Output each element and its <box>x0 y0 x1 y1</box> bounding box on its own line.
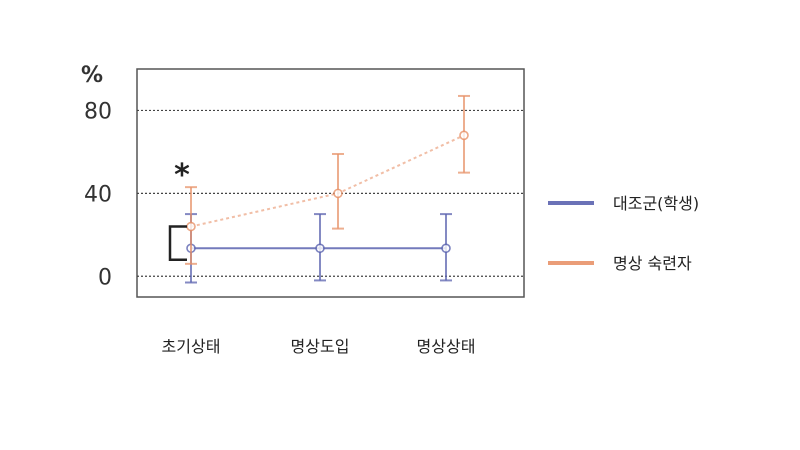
legend-label: 대조군(학생) <box>613 194 699 213</box>
x-tick-label: 명상도입 <box>291 337 350 356</box>
x-tick-labels: 초기상태 명상도입 명상상태 <box>162 337 476 356</box>
significance-asterisk: * <box>174 158 190 193</box>
data-point <box>441 243 451 254</box>
x-tick-label: 초기상태 <box>162 337 221 356</box>
series-line <box>190 134 465 228</box>
x-tick-label: 명상상태 <box>417 337 476 356</box>
grid-lines <box>137 109 524 277</box>
data-point <box>333 188 343 199</box>
y-tick-label: 0 <box>98 265 112 290</box>
y-tick-labels: 0 40 80 <box>84 99 112 290</box>
annotation-layer: * <box>168 158 190 261</box>
significance-bracket <box>168 225 187 261</box>
data-point <box>186 221 196 232</box>
y-tick-label: 80 <box>84 99 112 124</box>
legend-label: 명상 숙련자 <box>613 254 692 273</box>
data-point <box>315 243 325 254</box>
data-point <box>459 130 469 141</box>
y-tick-label: 40 <box>84 182 112 207</box>
plot-frame <box>136 68 525 298</box>
series-2 <box>185 94 470 265</box>
series-layer <box>185 94 470 284</box>
series-1 <box>185 213 452 284</box>
legend: 대조군(학생) 명상 숙련자 <box>548 194 699 273</box>
y-axis-unit: % <box>81 63 103 88</box>
